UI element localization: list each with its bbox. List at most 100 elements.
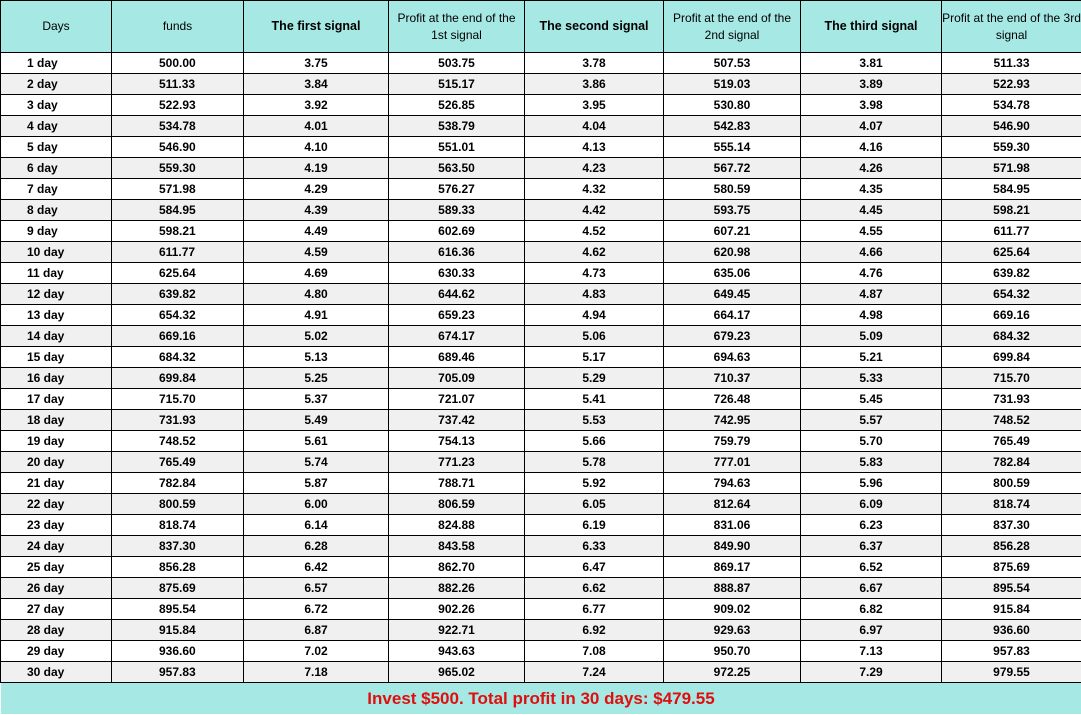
first-signal-cell: 4.01 bbox=[243, 115, 389, 137]
profit-2nd-cell: 888.87 bbox=[663, 577, 801, 599]
profit-2nd-cell: 742.95 bbox=[663, 409, 801, 431]
table-row: 13 day 654.32 4.91 659.23 4.94 664.17 4.98 669.… bbox=[0, 304, 1081, 326]
day-cell: 13 day bbox=[0, 304, 112, 326]
table-row: 6 day 559.30 4.19 563.50 4.23 567.72 4.26 571.9… bbox=[0, 157, 1081, 179]
profit-1st-cell: 602.69 bbox=[388, 220, 525, 242]
first-signal-cell: 4.10 bbox=[243, 136, 389, 158]
profit-2nd-cell: 607.21 bbox=[663, 220, 801, 242]
profit-3rd-cell: 654.32 bbox=[941, 283, 1081, 305]
profit-1st-cell: 754.13 bbox=[388, 430, 525, 452]
profit-1st-cell: 589.33 bbox=[388, 199, 525, 221]
day-cell: 12 day bbox=[0, 283, 112, 305]
day-cell: 27 day bbox=[0, 598, 112, 620]
profit-2nd-cell: 580.59 bbox=[663, 178, 801, 200]
profit-2nd-cell: 831.06 bbox=[663, 514, 801, 536]
table-row: 28 day 915.84 6.87 922.71 6.92 929.63 6.97 936.… bbox=[0, 619, 1081, 641]
header-first-signal: The first signal bbox=[243, 0, 389, 53]
table-row: 4 day 534.78 4.01 538.79 4.04 542.83 4.07 546.9… bbox=[0, 115, 1081, 137]
profit-3rd-cell: 856.28 bbox=[941, 535, 1081, 557]
profit-3rd-cell: 625.64 bbox=[941, 241, 1081, 263]
third-signal-cell: 4.16 bbox=[800, 136, 942, 158]
funds-cell: 611.77 bbox=[111, 241, 244, 263]
profit-3rd-cell: 800.59 bbox=[941, 472, 1081, 494]
second-signal-cell: 4.62 bbox=[524, 241, 664, 263]
table-row: 1 day 500.00 3.75 503.75 3.78 507.53 3.81 511.3… bbox=[0, 52, 1081, 74]
profit-1st-cell: 788.71 bbox=[388, 472, 525, 494]
second-signal-cell: 4.52 bbox=[524, 220, 664, 242]
third-signal-cell: 4.07 bbox=[800, 115, 942, 137]
funds-cell: 669.16 bbox=[111, 325, 244, 347]
header-second-signal: The second signal bbox=[524, 0, 664, 53]
profit-1st-cell: 965.02 bbox=[388, 661, 525, 683]
funds-cell: 895.54 bbox=[111, 598, 244, 620]
first-signal-cell: 3.75 bbox=[243, 52, 389, 74]
header-profit-2nd: Profit at the end of the 2nd signal bbox=[663, 0, 801, 53]
profit-1st-cell: 689.46 bbox=[388, 346, 525, 368]
day-cell: 10 day bbox=[0, 241, 112, 263]
second-signal-cell: 4.32 bbox=[524, 178, 664, 200]
profit-3rd-cell: 782.84 bbox=[941, 451, 1081, 473]
table-body: 1 day 500.00 3.75 503.75 3.78 507.53 3.81 511.3… bbox=[0, 52, 1081, 683]
second-signal-cell: 4.42 bbox=[524, 199, 664, 221]
profit-2nd-cell: 679.23 bbox=[663, 325, 801, 347]
day-cell: 9 day bbox=[0, 220, 112, 242]
second-signal-cell: 7.24 bbox=[524, 661, 664, 683]
second-signal-cell: 5.53 bbox=[524, 409, 664, 431]
third-signal-cell: 4.87 bbox=[800, 283, 942, 305]
profit-2nd-cell: 664.17 bbox=[663, 304, 801, 326]
profit-1st-cell: 705.09 bbox=[388, 367, 525, 389]
day-cell: 3 day bbox=[0, 94, 112, 116]
header-profit-2nd-label: Profit at the end of the 2nd signal bbox=[672, 10, 792, 42]
first-signal-cell: 3.92 bbox=[243, 94, 389, 116]
day-cell: 26 day bbox=[0, 577, 112, 599]
second-signal-cell: 4.73 bbox=[524, 262, 664, 284]
funds-cell: 654.32 bbox=[111, 304, 244, 326]
second-signal-cell: 3.95 bbox=[524, 94, 664, 116]
second-signal-cell: 6.47 bbox=[524, 556, 664, 578]
table-row: 18 day 731.93 5.49 737.42 5.53 742.95 5.57 748.… bbox=[0, 409, 1081, 431]
first-signal-cell: 7.18 bbox=[243, 661, 389, 683]
first-signal-cell: 4.91 bbox=[243, 304, 389, 326]
funds-cell: 837.30 bbox=[111, 535, 244, 557]
table-row: 16 day 699.84 5.25 705.09 5.29 710.37 5.33 715.… bbox=[0, 367, 1081, 389]
profit-1st-cell: 771.23 bbox=[388, 451, 525, 473]
header-days: Days bbox=[0, 0, 112, 53]
table-row: 23 day 818.74 6.14 824.88 6.19 831.06 6.23 837.… bbox=[0, 514, 1081, 536]
profit-2nd-cell: 635.06 bbox=[663, 262, 801, 284]
profit-1st-cell: 806.59 bbox=[388, 493, 525, 515]
first-signal-cell: 5.61 bbox=[243, 430, 389, 452]
table-row: 8 day 584.95 4.39 589.33 4.42 593.75 4.45 598.2… bbox=[0, 199, 1081, 221]
profit-3rd-cell: 584.95 bbox=[941, 178, 1081, 200]
funds-cell: 625.64 bbox=[111, 262, 244, 284]
profit-2nd-cell: 929.63 bbox=[663, 619, 801, 641]
first-signal-cell: 5.49 bbox=[243, 409, 389, 431]
profit-2nd-cell: 849.90 bbox=[663, 535, 801, 557]
profit-1st-cell: 902.26 bbox=[388, 598, 525, 620]
profit-2nd-cell: 909.02 bbox=[663, 598, 801, 620]
profit-1st-cell: 551.01 bbox=[388, 136, 525, 158]
table-header: Days funds The first signal Profit at th… bbox=[0, 0, 1081, 53]
profit-3rd-cell: 915.84 bbox=[941, 598, 1081, 620]
day-cell: 23 day bbox=[0, 514, 112, 536]
profit-2nd-cell: 972.25 bbox=[663, 661, 801, 683]
funds-cell: 699.84 bbox=[111, 367, 244, 389]
day-cell: 25 day bbox=[0, 556, 112, 578]
third-signal-cell: 6.09 bbox=[800, 493, 942, 515]
first-signal-cell: 5.37 bbox=[243, 388, 389, 410]
profit-2nd-cell: 567.72 bbox=[663, 157, 801, 179]
profit-3rd-cell: 731.93 bbox=[941, 388, 1081, 410]
profit-2nd-cell: 812.64 bbox=[663, 493, 801, 515]
day-cell: 11 day bbox=[0, 262, 112, 284]
day-cell: 22 day bbox=[0, 493, 112, 515]
profit-3rd-cell: 818.74 bbox=[941, 493, 1081, 515]
profit-2nd-cell: 710.37 bbox=[663, 367, 801, 389]
first-signal-cell: 5.74 bbox=[243, 451, 389, 473]
table-row: 3 day 522.93 3.92 526.85 3.95 530.80 3.98 534.7… bbox=[0, 94, 1081, 116]
first-signal-cell: 5.02 bbox=[243, 325, 389, 347]
third-signal-cell: 4.26 bbox=[800, 157, 942, 179]
third-signal-cell: 7.13 bbox=[800, 640, 942, 662]
table-row: 22 day 800.59 6.00 806.59 6.05 812.64 6.09 818.… bbox=[0, 493, 1081, 515]
profit-3rd-cell: 936.60 bbox=[941, 619, 1081, 641]
funds-cell: 818.74 bbox=[111, 514, 244, 536]
